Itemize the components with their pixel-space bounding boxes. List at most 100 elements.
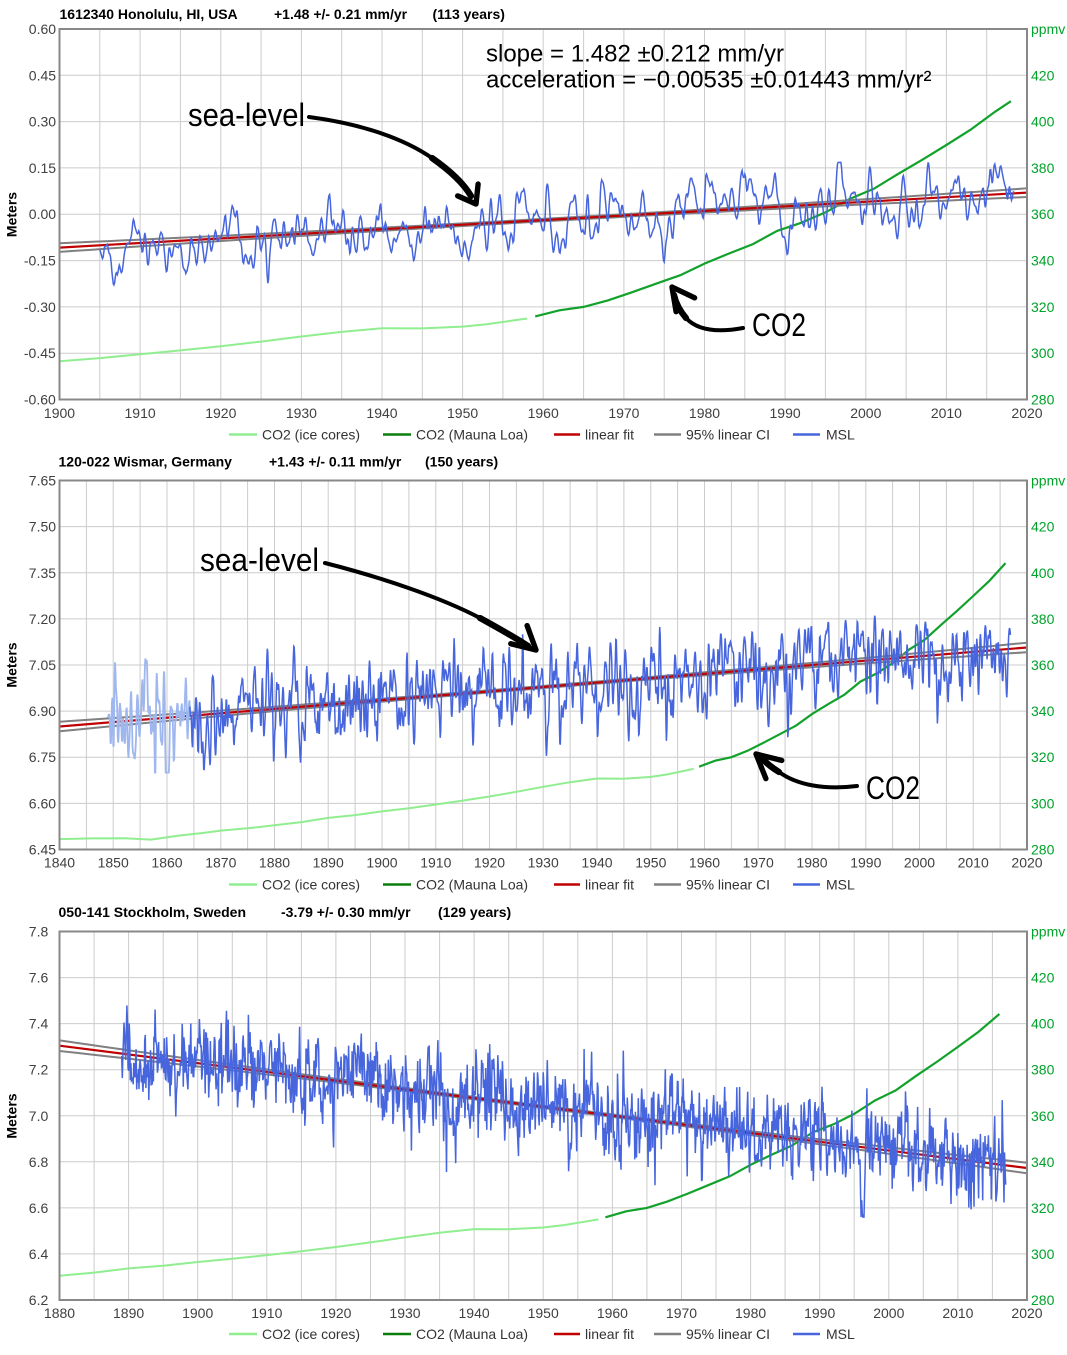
svg-text:0.00: 0.00 xyxy=(29,206,56,222)
svg-text:6.90: 6.90 xyxy=(29,703,56,719)
svg-text:+1.43 +/- 0.11 mm/yr: +1.43 +/- 0.11 mm/yr xyxy=(269,454,402,470)
svg-text:340: 340 xyxy=(1031,253,1055,269)
svg-text:050-141 Stockholm, Sweden: 050-141 Stockholm, Sweden xyxy=(59,904,247,920)
svg-text:6.60: 6.60 xyxy=(29,795,56,811)
svg-text:1970: 1970 xyxy=(608,405,639,421)
svg-text:360: 360 xyxy=(1031,657,1055,673)
svg-text:2020: 2020 xyxy=(1011,1305,1042,1321)
svg-text:2000: 2000 xyxy=(850,405,881,421)
svg-text:120-022 Wismar, Germany: 120-022 Wismar, Germany xyxy=(59,454,233,470)
svg-text:MSL: MSL xyxy=(826,1326,855,1342)
svg-text:linear fit: linear fit xyxy=(585,877,634,893)
svg-text:1950: 1950 xyxy=(447,405,478,421)
svg-text:320: 320 xyxy=(1031,299,1055,315)
svg-text:CO2 (Mauna Loa): CO2 (Mauna Loa) xyxy=(416,427,528,443)
svg-text:7.4: 7.4 xyxy=(29,1016,49,1032)
svg-text:1960: 1960 xyxy=(528,405,559,421)
svg-text:360: 360 xyxy=(1031,206,1055,222)
svg-text:7.6: 7.6 xyxy=(29,970,49,986)
svg-text:0.60: 0.60 xyxy=(29,21,56,37)
svg-text:95% linear CI: 95% linear CI xyxy=(686,1326,770,1342)
svg-text:1910: 1910 xyxy=(125,405,156,421)
svg-text:280: 280 xyxy=(1031,1292,1055,1308)
svg-text:7.20: 7.20 xyxy=(29,611,56,627)
svg-text:Meters: Meters xyxy=(4,192,20,237)
svg-text:420: 420 xyxy=(1031,519,1055,535)
svg-text:1950: 1950 xyxy=(635,855,666,871)
svg-text:300: 300 xyxy=(1031,345,1055,361)
svg-text:7.0: 7.0 xyxy=(29,1108,49,1124)
svg-text:400: 400 xyxy=(1031,1016,1055,1032)
svg-text:7.65: 7.65 xyxy=(29,473,56,489)
svg-text:1940: 1940 xyxy=(459,1305,490,1321)
svg-text:MSL: MSL xyxy=(826,877,855,893)
svg-text:-0.60: -0.60 xyxy=(24,392,56,408)
svg-text:1900: 1900 xyxy=(366,855,397,871)
svg-text:Meters: Meters xyxy=(4,1093,20,1138)
svg-text:CO2 (ice cores): CO2 (ice cores) xyxy=(262,877,360,893)
svg-text:-0.15: -0.15 xyxy=(24,253,56,269)
svg-text:(129 years): (129 years) xyxy=(438,904,511,920)
svg-text:2010: 2010 xyxy=(931,405,962,421)
svg-text:1612340 Honolulu, HI, USA: 1612340 Honolulu, HI, USA xyxy=(60,6,238,22)
svg-text:1990: 1990 xyxy=(804,1305,835,1321)
svg-text:2010: 2010 xyxy=(942,1305,973,1321)
svg-text:1860: 1860 xyxy=(151,855,182,871)
svg-text:-3.79 +/- 0.30 mm/yr: -3.79 +/- 0.30 mm/yr xyxy=(281,904,411,920)
svg-text:2010: 2010 xyxy=(958,855,989,871)
svg-text:0.15: 0.15 xyxy=(29,160,56,176)
svg-text:420: 420 xyxy=(1031,970,1055,986)
svg-text:380: 380 xyxy=(1031,611,1055,627)
svg-text:360: 360 xyxy=(1031,1108,1055,1124)
svg-text:280: 280 xyxy=(1031,842,1055,858)
svg-text:acceleration = −0.00535 ±0.014: acceleration = −0.00535 ±0.01443 mm/yr² xyxy=(486,67,931,94)
svg-text:1980: 1980 xyxy=(735,1305,766,1321)
svg-text:0.45: 0.45 xyxy=(29,67,56,83)
svg-text:MSL: MSL xyxy=(826,427,855,443)
svg-text:1900: 1900 xyxy=(44,405,75,421)
svg-text:-0.30: -0.30 xyxy=(24,299,56,315)
svg-text:1880: 1880 xyxy=(44,1305,75,1321)
svg-text:1920: 1920 xyxy=(320,1305,351,1321)
svg-text:7.35: 7.35 xyxy=(29,565,56,581)
svg-text:sea-level: sea-level xyxy=(200,542,319,578)
svg-text:1920: 1920 xyxy=(474,855,505,871)
svg-text:1920: 1920 xyxy=(205,405,236,421)
svg-text:2000: 2000 xyxy=(873,1305,904,1321)
svg-text:340: 340 xyxy=(1031,703,1055,719)
svg-text:300: 300 xyxy=(1031,1246,1055,1262)
svg-text:CO2 (ice cores): CO2 (ice cores) xyxy=(262,427,360,443)
svg-text:340: 340 xyxy=(1031,1154,1055,1170)
svg-text:1930: 1930 xyxy=(528,855,559,871)
svg-text:CO2: CO2 xyxy=(752,307,806,343)
svg-text:7.2: 7.2 xyxy=(29,1062,49,1078)
svg-text:1970: 1970 xyxy=(666,1305,697,1321)
svg-text:420: 420 xyxy=(1031,67,1055,83)
svg-text:6.4: 6.4 xyxy=(29,1246,49,1262)
svg-text:0.30: 0.30 xyxy=(29,114,56,130)
svg-text:95% linear CI: 95% linear CI xyxy=(686,427,770,443)
svg-text:7.05: 7.05 xyxy=(29,657,56,673)
svg-text:+1.48 +/- 0.21 mm/yr: +1.48 +/- 0.21 mm/yr xyxy=(274,6,408,22)
svg-text:1850: 1850 xyxy=(98,855,129,871)
svg-text:6.8: 6.8 xyxy=(29,1154,49,1170)
svg-text:1950: 1950 xyxy=(528,1305,559,1321)
svg-text:ppmv: ppmv xyxy=(1031,924,1065,940)
svg-text:6.2: 6.2 xyxy=(29,1292,49,1308)
svg-text:1930: 1930 xyxy=(389,1305,420,1321)
svg-text:7.8: 7.8 xyxy=(29,924,49,940)
svg-text:300: 300 xyxy=(1031,795,1055,811)
svg-text:1940: 1940 xyxy=(366,405,397,421)
svg-text:1910: 1910 xyxy=(420,855,451,871)
svg-text:1900: 1900 xyxy=(182,1305,213,1321)
svg-text:slope = 1.482 ±0.212 mm/yr: slope = 1.482 ±0.212 mm/yr xyxy=(486,41,784,68)
svg-text:280: 280 xyxy=(1031,392,1055,408)
svg-text:(150 years): (150 years) xyxy=(425,454,498,470)
svg-text:ppmv: ppmv xyxy=(1031,21,1065,37)
svg-text:CO2 (Mauna Loa): CO2 (Mauna Loa) xyxy=(416,1326,528,1342)
svg-text:(113 years): (113 years) xyxy=(433,6,505,22)
svg-text:6.6: 6.6 xyxy=(29,1200,49,1216)
svg-text:1980: 1980 xyxy=(796,855,827,871)
svg-text:1930: 1930 xyxy=(286,405,317,421)
svg-text:1940: 1940 xyxy=(581,855,612,871)
